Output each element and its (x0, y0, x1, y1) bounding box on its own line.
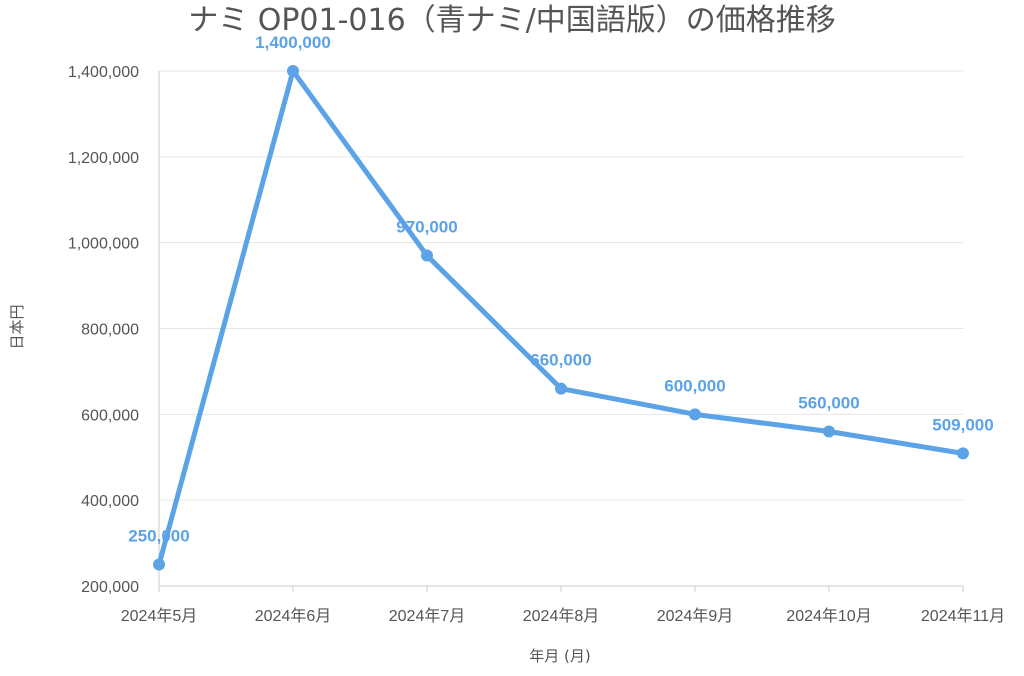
x-axis-title: 年月 (月) (529, 647, 590, 665)
x-tick-label: 2024年6月 (255, 607, 332, 625)
data-point (689, 408, 701, 421)
x-tick-label: 2024年7月 (389, 607, 466, 625)
data-point (555, 382, 567, 395)
data-label: 560,000 (798, 394, 859, 413)
data-label: 509,000 (932, 415, 993, 434)
axis-layer: 200,000 400,000 600,000 800,000 1,000,000 1,2… (68, 64, 1005, 625)
data-point (421, 249, 433, 262)
data-point (287, 65, 299, 77)
x-tick-label: 2024年10月 (786, 607, 871, 625)
data-label: 600,000 (664, 376, 725, 395)
data-label: 660,000 (530, 351, 591, 370)
y-tick-label: 1,400,000 (68, 64, 139, 81)
chart-title: ナミ OP01-016（青ナミ/中国語版）の価格推移 (188, 3, 836, 38)
y-tick-label: 400,000 (81, 493, 139, 510)
x-tick-label: 2024年11月 (921, 607, 1005, 625)
data-label: 970,000 (396, 218, 457, 237)
y-tick-label: 600,000 (81, 407, 139, 424)
data-label: 250,000 (128, 527, 189, 546)
grid-layer (159, 70, 963, 587)
x-tick-label: 2024年9月 (657, 607, 734, 625)
y-tick-label: 1,200,000 (68, 150, 139, 167)
line-layer (153, 65, 969, 571)
y-axis-title: 日本円 (8, 304, 26, 349)
x-tick-label: 2024年5月 (121, 607, 198, 625)
label-layer: 250,000 1,400,000 970,000 660,000 600,000 560… (128, 33, 993, 546)
series-line (156, 68, 966, 568)
data-label: 1,400,000 (255, 33, 331, 52)
x-tick-label: 2024年8月 (523, 607, 600, 625)
y-tick-label: 800,000 (81, 322, 139, 339)
data-point (957, 447, 969, 460)
data-point (823, 425, 835, 438)
data-point (153, 558, 165, 571)
y-tick-label: 1,000,000 (68, 236, 139, 253)
y-tick-label: 200,000 (81, 579, 139, 596)
